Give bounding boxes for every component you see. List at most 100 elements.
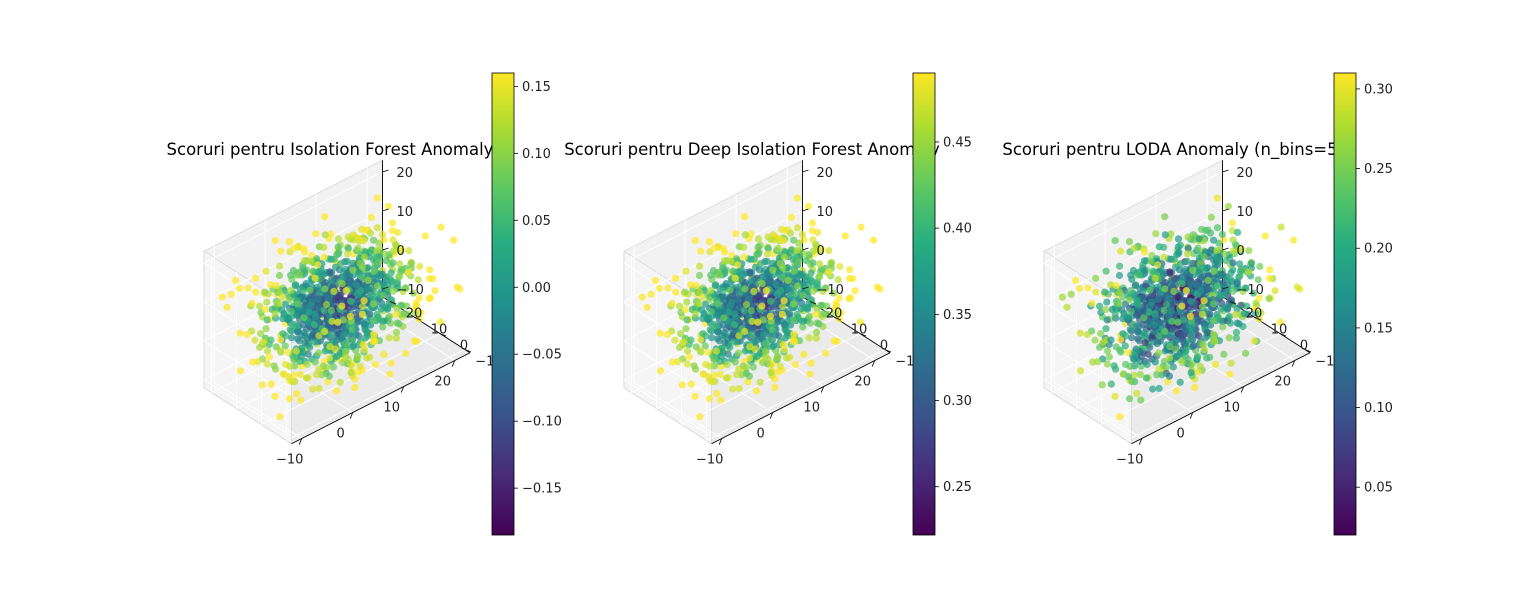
scatter-point [337, 260, 345, 268]
scatter-point [321, 231, 329, 239]
scatter-point [277, 247, 285, 255]
x-tick-label: 10 [383, 401, 400, 416]
scatter-point [321, 327, 329, 336]
scatter-point [761, 339, 769, 348]
scatter-point [290, 244, 298, 252]
scatter-point [329, 363, 337, 371]
scatter-point [1210, 236, 1218, 244]
scatter-point [720, 267, 729, 275]
scatter-point [1161, 327, 1169, 336]
scatter-point [334, 235, 343, 243]
scatter-point [1136, 271, 1144, 279]
scatter-point [327, 230, 335, 238]
scatter-point [340, 331, 348, 339]
scatter-point [327, 306, 335, 315]
scatter-point [284, 348, 292, 356]
scatter-point [1155, 332, 1163, 340]
scatter-point [845, 275, 854, 283]
scatter-point [290, 371, 298, 379]
scatter-point [1197, 287, 1205, 295]
scatter-point [359, 341, 367, 349]
scatter-point [1203, 354, 1211, 362]
scatter-point [1251, 304, 1259, 313]
scatter-point [349, 266, 357, 274]
scatter-point [873, 283, 881, 291]
scatter-point [1178, 302, 1186, 310]
scatter-point [1174, 235, 1183, 243]
scatter-point [813, 305, 821, 313]
scatter-point [1149, 385, 1157, 393]
scatter-point [1127, 307, 1135, 316]
scatter-point [856, 318, 865, 326]
scatter-point [1103, 298, 1111, 306]
z-tick-label: 20 [1237, 166, 1254, 181]
scatter-point [415, 294, 423, 302]
scatter-point [272, 282, 280, 290]
colorbar-gradient [1333, 72, 1357, 536]
scatter-point [768, 326, 776, 334]
y-tick-label: 0 [460, 339, 468, 354]
scatter-point [277, 348, 285, 356]
scatter-point [256, 343, 264, 351]
scatter-point [292, 311, 300, 319]
scatter-point [270, 362, 278, 370]
scatter-point [370, 330, 378, 338]
scatter-point [1083, 330, 1091, 339]
scatter-point [1261, 232, 1269, 240]
scatter-point [746, 343, 754, 351]
scatter-point [341, 347, 349, 356]
scatter-point [437, 223, 445, 231]
scatter-point [716, 371, 724, 379]
scatter-point [263, 316, 271, 324]
scatter-point [386, 370, 394, 378]
scatter-point [822, 349, 830, 357]
colorbar-tick-label: 0.45 [943, 135, 972, 150]
scatter-point [793, 282, 802, 290]
scatter-point [676, 343, 684, 351]
scatter-point [271, 392, 279, 400]
scatter-point [321, 285, 329, 293]
scatter-point [724, 350, 732, 358]
scatter-point [1111, 310, 1119, 318]
scatter-point [411, 304, 419, 313]
scatter-point [774, 244, 782, 252]
scatter-point [1075, 284, 1084, 292]
x-tick-label: 20 [434, 375, 451, 390]
scatter-point [809, 259, 817, 267]
y-tick-mark [859, 333, 867, 337]
scatter-point [857, 223, 865, 231]
scatter-point [295, 337, 303, 345]
scatter-point [364, 276, 372, 284]
scatter-point [300, 314, 308, 322]
scatter-point [745, 354, 754, 362]
scatter-point [1237, 245, 1245, 253]
y-tick-label: 10 [431, 323, 448, 338]
scatter-point [394, 228, 402, 236]
x-tick-label: 0 [1177, 427, 1185, 442]
scatter-point [790, 330, 798, 338]
scatter-point [778, 310, 787, 318]
y-tick-label: 0 [880, 339, 888, 354]
y-tick-mark [834, 317, 842, 321]
scatter-point [1130, 355, 1138, 363]
scatter-point [292, 347, 300, 355]
scatter-point [1189, 341, 1198, 349]
scatter-point [1096, 302, 1104, 310]
scatter-point [1137, 396, 1145, 404]
scatter-point [799, 291, 807, 299]
scatter-point [1183, 257, 1191, 265]
scatter-point [1127, 286, 1135, 295]
scatter-point [373, 224, 382, 232]
scatter-point [750, 287, 758, 295]
scatter-point [793, 224, 802, 232]
x-tick-mark [820, 386, 825, 393]
y-tick-mark [1254, 317, 1262, 321]
scatter-point [326, 268, 334, 276]
scatter-point [741, 327, 749, 336]
z-tick-mark [802, 286, 809, 290]
scatter-point [449, 236, 458, 244]
scatter-point [1256, 262, 1264, 271]
scatter-point [791, 261, 799, 269]
scatter-point [1149, 267, 1157, 275]
